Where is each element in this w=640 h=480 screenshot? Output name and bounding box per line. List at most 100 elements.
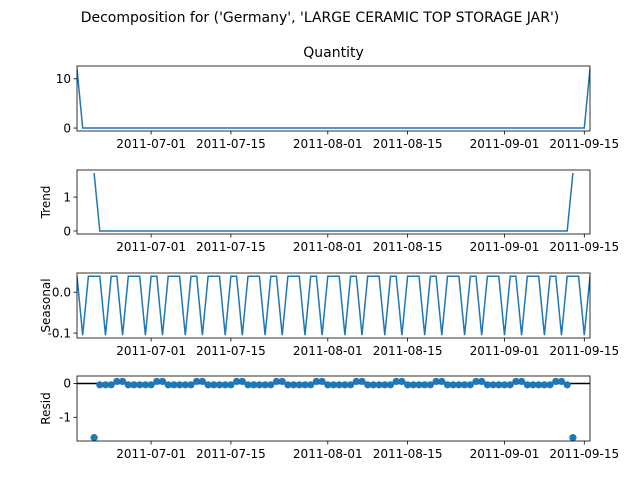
resid-point [335,381,343,389]
x-tick-label: 2011-08-01 [293,240,363,254]
subplot-3: -0.1 0.0 2011-07-01 2011-07-15 2011-08-01 201… [39,272,619,358]
resid-point [307,381,315,389]
resid-point [461,381,469,389]
resid-point [443,381,452,389]
resid-point [364,381,372,389]
resid-point [329,381,338,389]
resid-point [557,377,566,386]
y-tick-label: 0.0 [52,286,71,300]
resid-point [90,434,98,441]
series-line [77,68,590,129]
resid-point [141,381,149,389]
resid-point [438,377,446,386]
y-axis-label: Seasonal [39,278,53,332]
resid-point [552,377,560,386]
x-tick-label: 2011-09-01 [470,344,540,358]
x-tick-label: 2011-08-01 [293,447,363,461]
resid-point [472,377,480,386]
x-tick-label: 2011-07-15 [196,344,266,358]
resid-point [386,381,395,389]
resid-point [324,381,332,389]
resid-point [238,377,246,386]
x-tick-label: 2011-09-01 [470,137,540,151]
resid-point [478,377,486,386]
resid-point [250,381,258,389]
resid-point [398,377,406,386]
resid-point [449,381,457,389]
x-tick-label: 2011-09-15 [549,240,619,254]
x-tick-label: 2011-08-15 [373,137,443,151]
resid-point [244,381,252,389]
subplot-1: 0 10 2011-07-01 2011-07-15 2011-08-01 2011-08… [56,45,619,151]
resid-point [198,377,206,386]
resid-point [153,377,161,386]
resid-point [483,381,491,389]
resid-point [409,381,417,389]
resid-point [500,381,509,389]
resid-point [124,381,132,389]
resid-point [535,381,543,389]
resid-point [267,381,275,389]
resid-point [523,381,531,389]
resid-point [352,377,360,386]
plot-area [77,275,590,336]
resid-point [512,377,520,386]
y-tick-label: 1 [63,190,71,204]
resid-point [404,381,412,389]
series-line [93,172,574,232]
resid-point [540,381,549,389]
x-tick-label: 2011-08-15 [373,240,443,254]
x-tick-label: 2011-08-15 [373,447,443,461]
subplot-2: 0 1 2011-07-01 2011-07-15 2011-08-01 2011-08-… [39,169,619,254]
resid-point [187,381,195,389]
axes-frame [76,169,591,235]
resid-point [506,381,514,389]
y-tick-label: 0 [63,224,71,238]
resid-point [415,381,423,389]
y-tick-label: 10 [56,72,71,86]
resid-point [221,381,229,389]
x-tick-label: 2011-07-01 [116,137,186,151]
resid-point [158,377,167,386]
resid-point [301,381,309,389]
y-tick-label: 0 [63,377,71,391]
plot-area [77,68,590,129]
x-tick-label: 2011-07-15 [196,447,266,461]
resid-point [455,381,463,389]
resid-point [421,381,429,389]
y-tick-label: 0 [63,121,71,135]
axes-frame [76,375,591,442]
resid-point [107,381,115,389]
x-tick-label: 2011-07-01 [116,447,186,461]
resid-point [101,381,110,389]
resid-point [255,381,263,389]
subplot-4: -1 0 2011-07-01 2011-07-15 2011-08-01 2011-08… [39,375,619,461]
resid-point [392,377,400,386]
x-tick-label: 2011-09-15 [549,344,619,358]
y-tick-label: -1 [59,411,71,425]
resid-point [375,381,383,389]
y-tick-label: -0.1 [48,326,71,340]
resid-point [529,381,537,389]
resid-point [563,381,571,389]
axes-frame [76,65,591,132]
x-tick-label: 2011-08-01 [293,344,363,358]
resid-point [358,377,366,386]
resid-point [170,381,178,389]
y-axis-label: Trend [39,186,53,220]
x-tick-label: 2011-07-15 [196,240,266,254]
resid-point [381,381,389,389]
resid-point [147,381,155,389]
resid-point [215,381,224,389]
resid-point [261,381,269,389]
figure-title: Decomposition for ('Germany', 'LARGE CER… [81,10,560,26]
x-tick-label: 2011-09-15 [549,137,619,151]
plot-area [77,377,590,441]
resid-point [164,381,172,389]
subplot-title: Quantity [303,45,364,61]
x-tick-label: 2011-07-15 [196,137,266,151]
resid-point [318,377,326,386]
resid-point [295,381,303,389]
